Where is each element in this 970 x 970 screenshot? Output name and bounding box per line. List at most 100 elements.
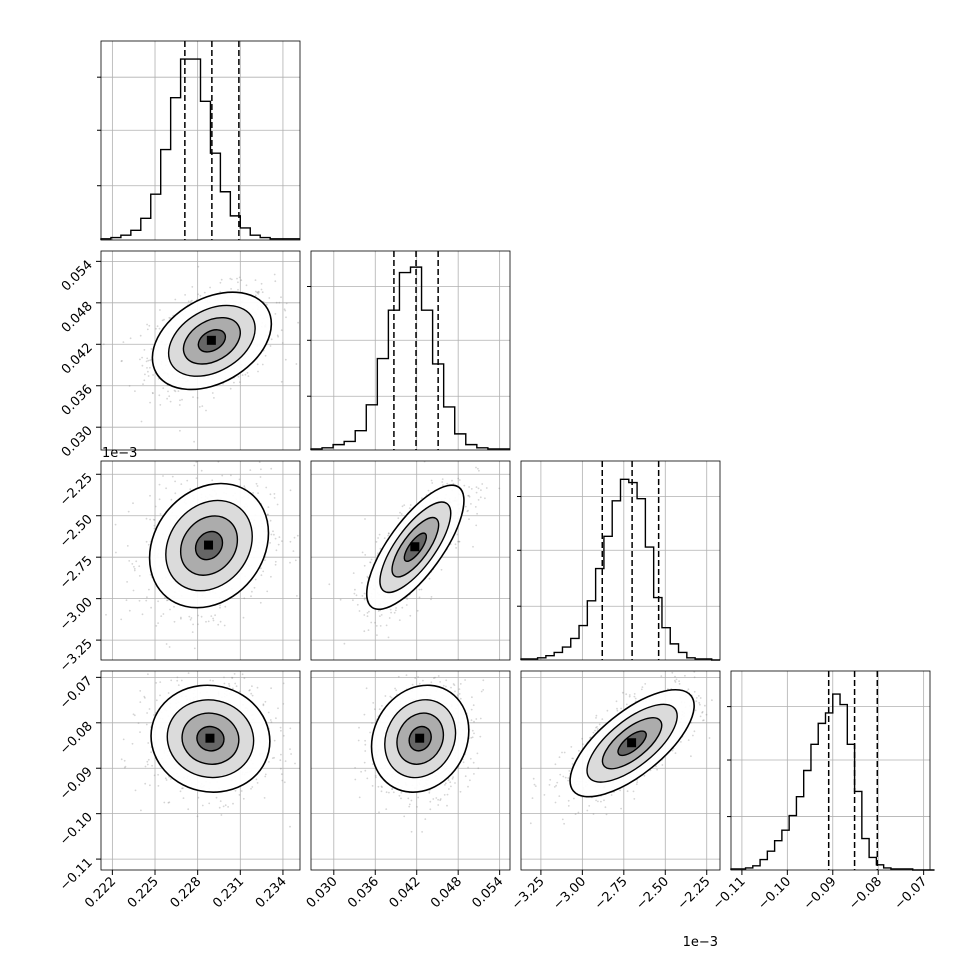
scatter-point: [233, 381, 235, 384]
scatter-point: [223, 682, 226, 685]
scatter-point: [400, 513, 403, 515]
scatter-point: [381, 786, 383, 788]
scatter-point: [475, 466, 477, 469]
scatter-point: [454, 543, 457, 546]
scatter-point: [120, 360, 123, 363]
scatter-point: [464, 679, 466, 681]
scatter-point: [458, 540, 461, 543]
scatter-point: [259, 476, 262, 478]
scatter-point: [184, 294, 187, 296]
scatter-point: [164, 777, 167, 780]
scatter-point: [549, 778, 552, 781]
scatter-point: [656, 768, 658, 771]
scatter-point: [254, 290, 257, 293]
scatter-point: [358, 796, 361, 799]
scatter-point: [695, 700, 698, 703]
panel-frame: [520, 460, 721, 661]
scatter-point: [375, 541, 378, 543]
scatter-point: [219, 606, 221, 609]
scatter-point: [457, 540, 459, 543]
scatter-point: [466, 510, 469, 513]
scatter-point: [697, 695, 700, 697]
scatter-point: [135, 560, 138, 563]
scatter-point: [377, 610, 380, 612]
scatter-point: [274, 560, 277, 563]
scatter-point: [200, 615, 203, 618]
scatter-point: [446, 482, 449, 485]
scatter-point: [249, 689, 251, 691]
scatter-point: [146, 328, 149, 331]
scatter-point: [120, 758, 123, 761]
scatter-point: [364, 769, 367, 772]
scatter-point: [442, 684, 445, 687]
scatter-point: [266, 513, 269, 516]
scatter-point: [254, 294, 257, 297]
scatter-point: [152, 518, 155, 521]
scatter-point: [138, 575, 141, 577]
scatter-point: [248, 689, 251, 692]
scatter-point: [219, 604, 221, 607]
scatter-point: [473, 720, 475, 723]
scatter-point: [173, 605, 175, 608]
scatter-point: [123, 759, 126, 762]
scatter-point: [256, 485, 259, 487]
scatter-point: [355, 594, 358, 597]
scatter-point: [471, 736, 474, 739]
scatter-point: [141, 356, 144, 359]
scatter-point: [182, 787, 184, 790]
scatter-point: [277, 543, 280, 546]
scatter-point: [384, 695, 387, 697]
scatter-point: [407, 797, 410, 800]
scatter-point: [452, 482, 455, 485]
scatter-point: [661, 764, 664, 766]
scatter-point: [228, 685, 231, 687]
scatter-point: [129, 337, 132, 340]
panel-frame: [100, 460, 301, 661]
scatter-point: [152, 392, 154, 395]
scatter-point: [223, 624, 226, 627]
scatter-point: [157, 773, 160, 776]
scatter-point: [270, 338, 273, 341]
scatter-point: [378, 811, 380, 814]
scatter-point: [394, 687, 396, 690]
scatter-point: [177, 684, 180, 686]
scatter-point: [428, 577, 431, 580]
scatter-point: [463, 484, 466, 487]
scatter-point: [543, 794, 546, 796]
scatter-point: [417, 796, 420, 799]
scatter-point: [266, 590, 269, 593]
scatter-point: [227, 806, 230, 808]
scatter-point: [268, 761, 270, 763]
scatter-point: [139, 334, 142, 337]
scatter-point: [273, 533, 275, 536]
scatter-point: [261, 363, 264, 366]
scatter-point: [282, 703, 285, 705]
scatter-point: [176, 676, 179, 679]
scatter-point: [192, 396, 194, 398]
scatter-point: [400, 797, 402, 800]
histogram-panel-4: [727, 670, 935, 871]
scatter-point: [132, 502, 134, 505]
scatter-point: [150, 348, 153, 350]
scatter-point: [195, 461, 198, 463]
scatter-point: [284, 760, 287, 762]
scatter-point: [378, 533, 381, 536]
scatter-point: [159, 694, 161, 697]
scatter-point: [458, 540, 460, 543]
scatter-point: [121, 360, 123, 362]
scatter-point: [376, 634, 378, 636]
scatter-point: [289, 727, 292, 730]
scatter-point: [177, 390, 180, 392]
scatter-point: [149, 366, 151, 369]
scatter-point: [193, 647, 196, 650]
scatter-point: [128, 609, 131, 612]
scatter-point: [187, 808, 190, 811]
scatter-point: [133, 567, 136, 570]
density-peak: [205, 733, 215, 743]
density-peak: [415, 733, 425, 743]
scatter-point: [238, 794, 241, 796]
scatter-point: [452, 776, 454, 778]
scatter-point: [418, 588, 421, 591]
scatter-point: [209, 679, 212, 682]
scatter-point: [169, 608, 171, 611]
